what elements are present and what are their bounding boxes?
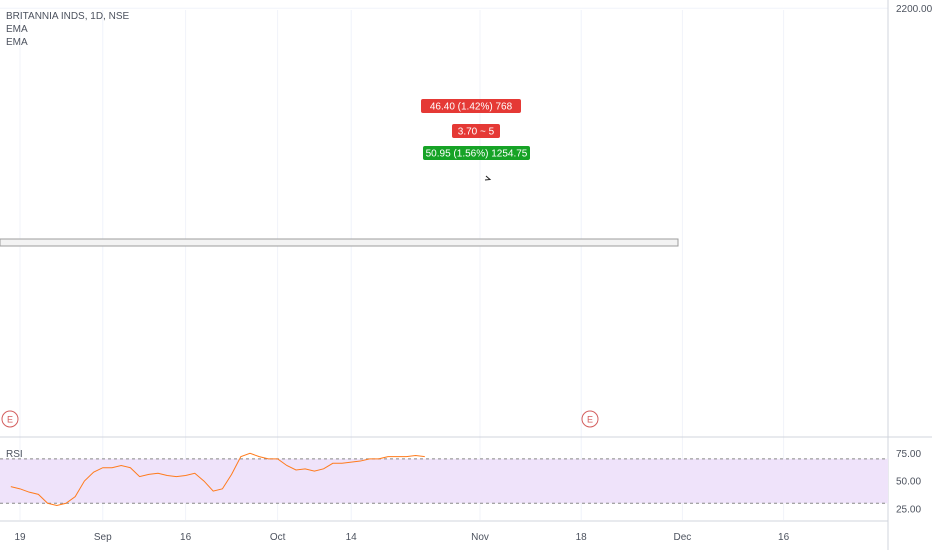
measure-label-red-text: 46.40 (1.42%) 768 xyxy=(430,102,513,113)
rsi-legend: RSI xyxy=(6,449,23,460)
measure-label-green-bg xyxy=(423,146,530,160)
event-letter: E xyxy=(587,415,593,425)
price-axis-tick: 2200.00 xyxy=(896,4,932,15)
symbol-title[interactable]: BRITANNIA INDS, 1D, NSE xyxy=(6,11,130,22)
time-axis-tick: 18 xyxy=(576,532,588,543)
measure-label-red-3: 1 1 xyxy=(460,138,473,148)
time-axis-tick: Sep xyxy=(94,532,112,543)
ema-legend-2[interactable]: EMA xyxy=(6,37,28,48)
rsi-band xyxy=(0,458,888,504)
arrow-head xyxy=(484,175,492,181)
measure-label-red-2[interactable]: 3.70 ~ 5 xyxy=(452,124,500,138)
measure-label-red-2-text: 3.70 ~ 5 xyxy=(458,127,495,138)
ema-legend-1[interactable]: EMA xyxy=(6,24,28,35)
measure-label-red-2-bg xyxy=(452,124,500,138)
event-circle xyxy=(1,410,19,428)
rsi-axis-tick: 50.00 xyxy=(896,477,921,488)
measure-label-green-text: 50.95 (1.56%) 1254.75 xyxy=(426,149,528,160)
rsi-axis-tick: 25.00 xyxy=(896,504,921,515)
time-axis-tick: 16 xyxy=(180,532,192,543)
event-letter: E xyxy=(7,415,13,425)
measure-label-red-bg xyxy=(421,99,521,113)
measure-label-red[interactable]: 46.40 (1.42%) 768 xyxy=(421,99,521,113)
time-axis-tick: Dec xyxy=(674,532,692,543)
time-axis-tick: Oct xyxy=(270,532,286,543)
rsi-axis-tick: 75.00 xyxy=(896,449,921,460)
earnings-event-marker[interactable]: E xyxy=(581,410,599,428)
rsi-line xyxy=(10,452,425,507)
support-zone-rectangle[interactable] xyxy=(0,238,679,247)
measure-label-green[interactable]: 50.95 (1.56%) 1254.75 xyxy=(423,146,530,160)
earnings-event-marker[interactable]: E xyxy=(1,410,19,428)
time-axis-tick: 16 xyxy=(778,532,790,543)
time-axis-tick: Nov xyxy=(471,532,489,543)
time-axis-tick: 14 xyxy=(346,532,358,543)
time-axis-tick: 19 xyxy=(14,532,26,543)
chart-legend: BRITANNIA INDS, 1D, NSE EMA EMA xyxy=(6,10,129,49)
event-circle xyxy=(581,410,599,428)
